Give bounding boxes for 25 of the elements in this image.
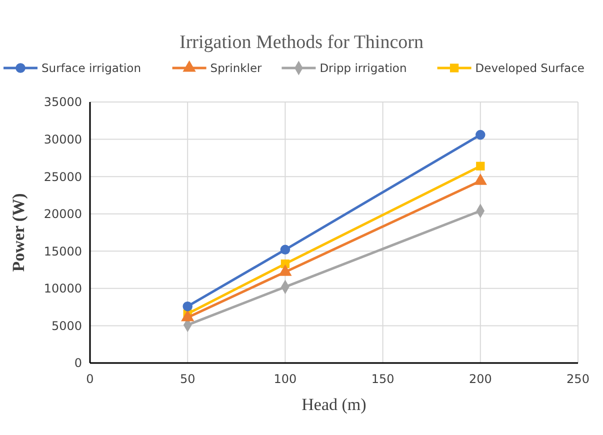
x-axis-title: Head (m) (302, 395, 366, 414)
legend-label: Dripp irrigation (320, 61, 407, 76)
chart-title: Irrigation Methods for Thincorn (180, 32, 424, 53)
y-tick-label: 30000 (44, 132, 82, 146)
y-tick-label: 0 (74, 356, 82, 370)
y-tick-label: 5000 (51, 318, 82, 333)
y-tick-label: 35000 (44, 95, 82, 110)
y-tick-label: 25000 (44, 170, 82, 184)
y-tick-label: 20000 (44, 207, 82, 222)
y-axis-title: Power (W) (9, 193, 28, 272)
x-tick-label: 0 (86, 372, 94, 386)
y-tick-label: 15000 (44, 244, 82, 258)
x-tick-label: 200 (468, 372, 492, 386)
y-tick-label: 10000 (44, 282, 82, 296)
x-tick-label: 150 (371, 372, 394, 386)
legend-label: Surface irrigation (42, 61, 141, 76)
x-tick-label: 50 (180, 372, 196, 386)
legend-label: Developed Surface (475, 61, 584, 76)
point (182, 301, 192, 312)
legend-label: Sprinkler (210, 61, 262, 76)
x-tick-label: 100 (274, 372, 297, 386)
point (476, 162, 485, 170)
point (280, 244, 290, 255)
point (476, 130, 486, 140)
x-tick-label: 250 (566, 372, 590, 386)
